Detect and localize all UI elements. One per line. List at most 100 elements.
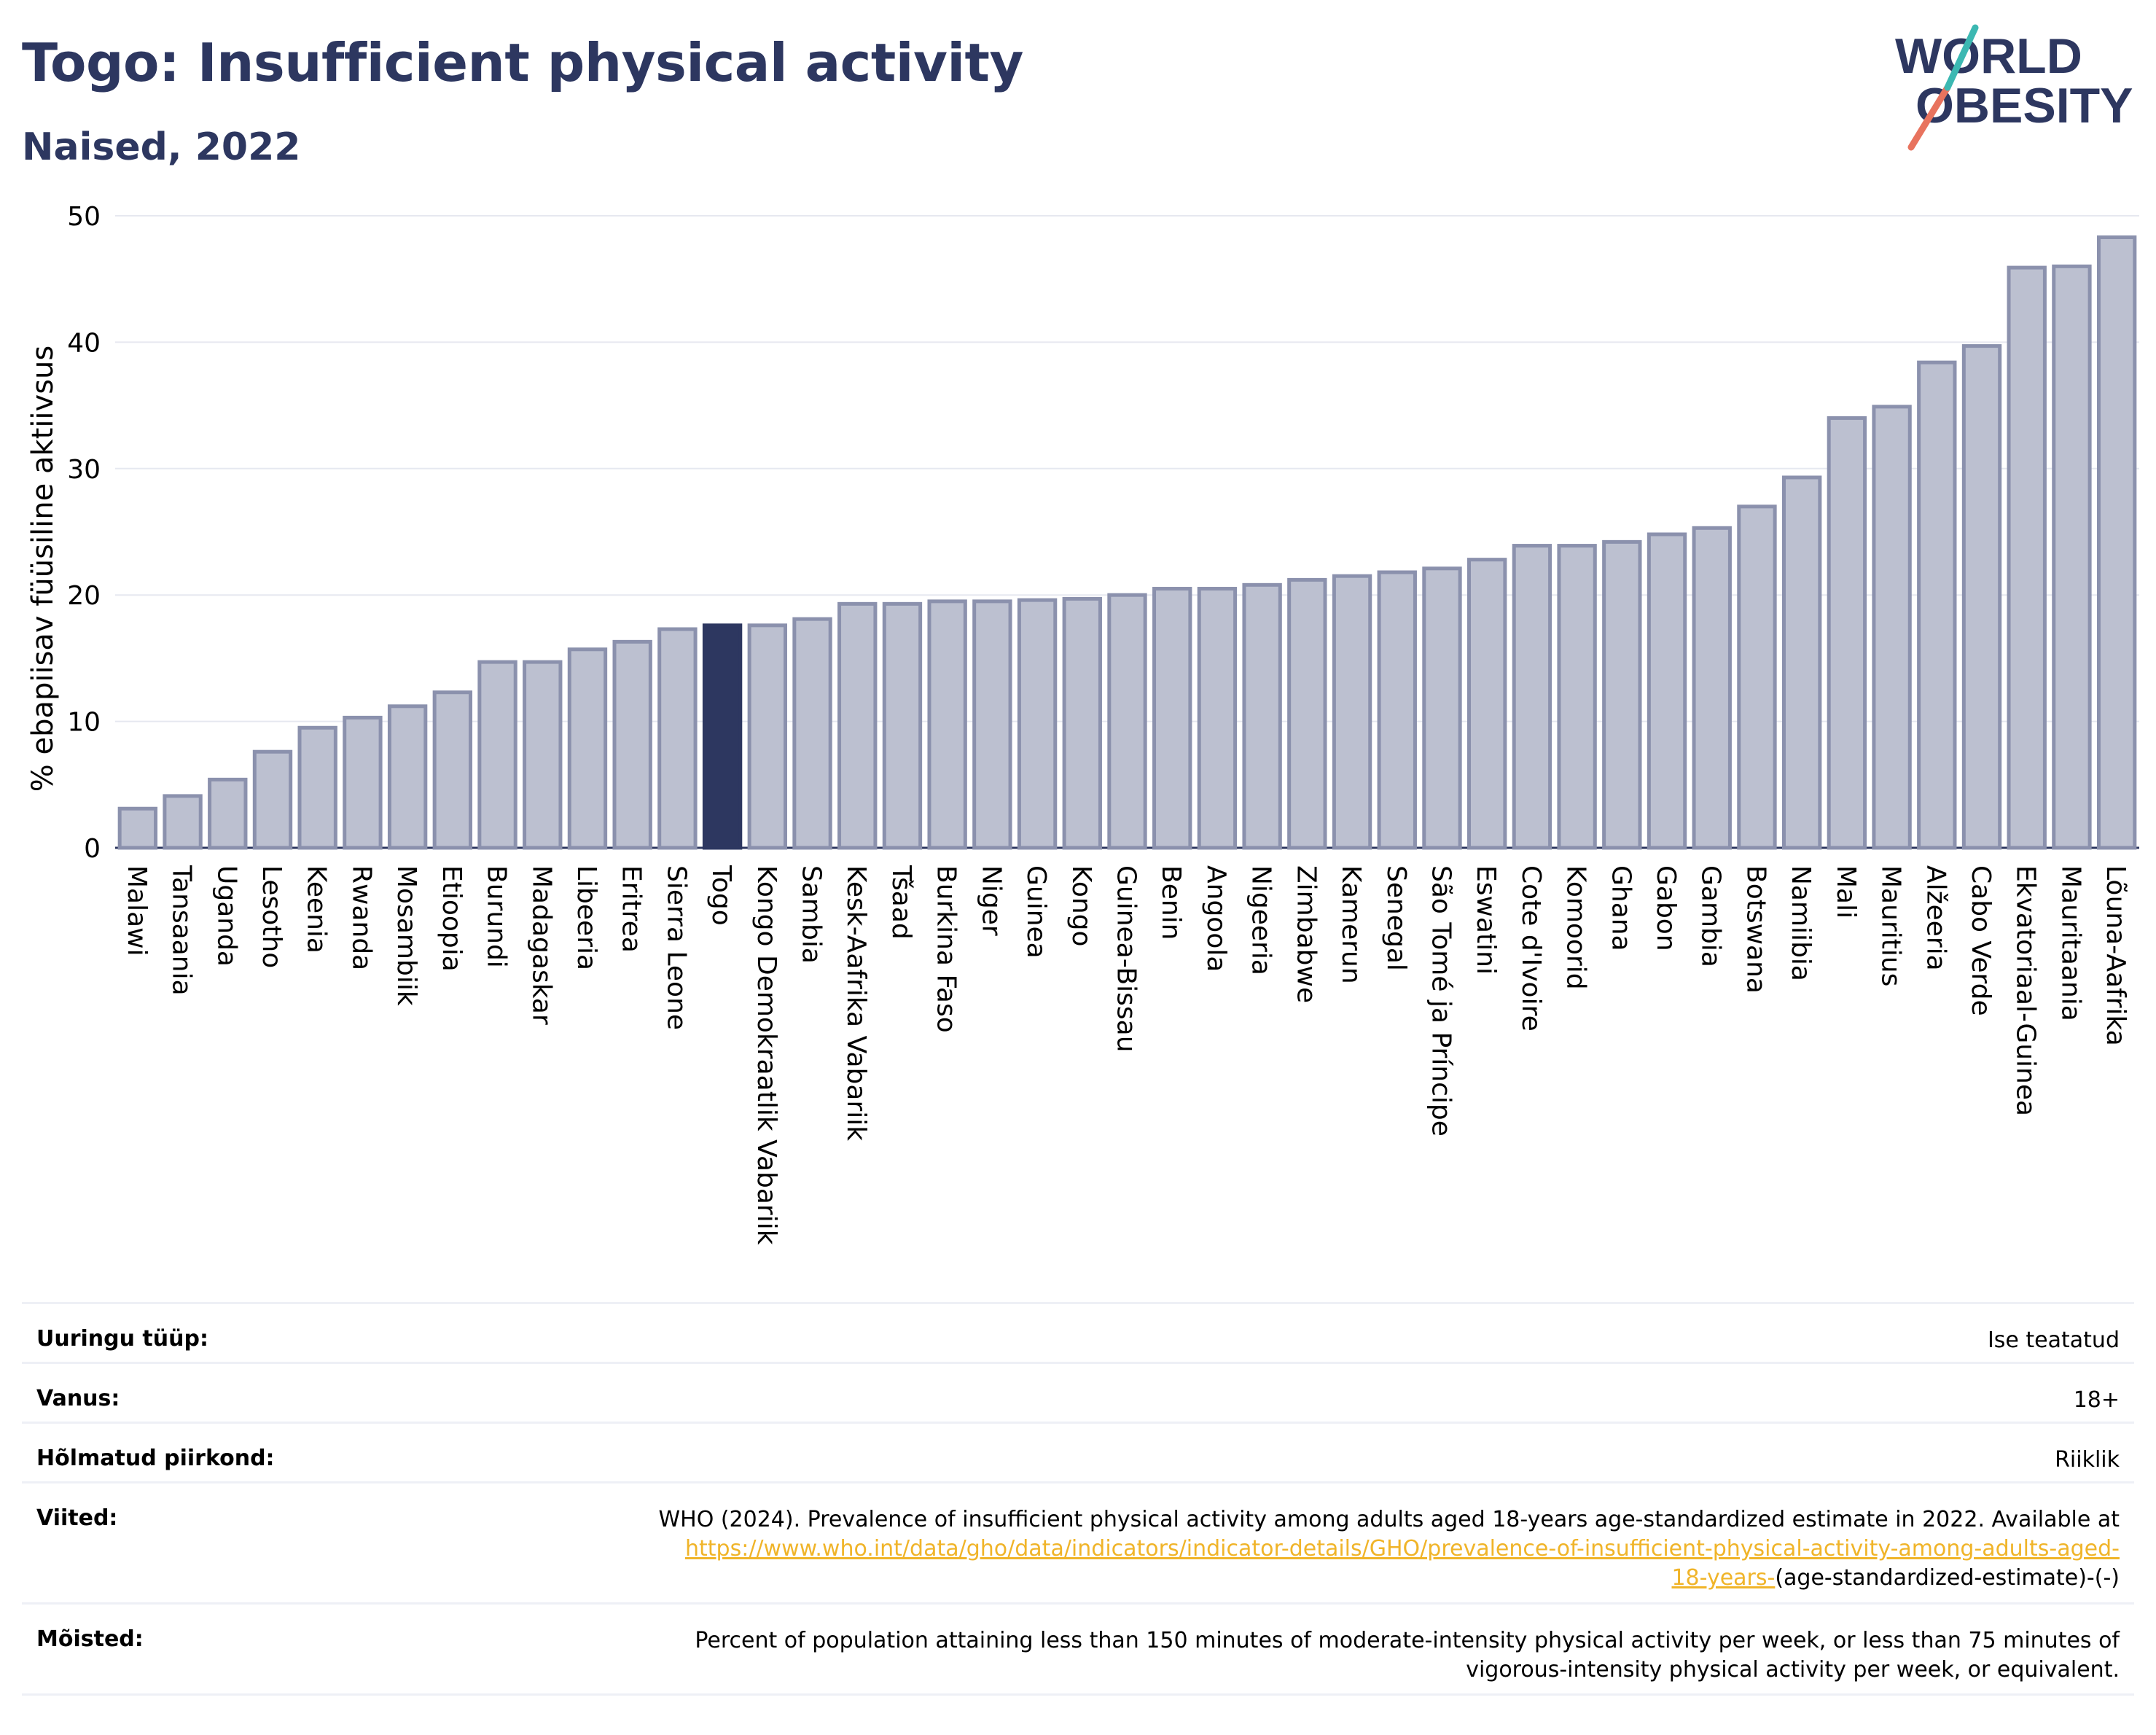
x-tick-label: Guinea: [1021, 865, 1051, 959]
x-tick-label: Eritrea: [617, 865, 647, 953]
x-tick-label: Uganda: [211, 865, 241, 967]
bar-nigeeria: [1242, 582, 1282, 850]
bar-rwanda: [343, 715, 383, 850]
bar-mauritius: [1872, 405, 1912, 850]
x-tick-label: Nigeeria: [1246, 865, 1276, 975]
bar-l-una-aafrika: [2096, 235, 2137, 850]
x-tick-label: Zimbabwe: [1291, 865, 1321, 1003]
bar-uganda: [208, 777, 248, 850]
meta-value: Ise teatatud: [1987, 1327, 2120, 1353]
definition-line-2: vigorous-intensity physical activity per…: [1466, 1657, 2120, 1683]
y-tick-label: 0: [84, 834, 101, 864]
bar-eswatini: [1467, 558, 1507, 850]
meta-key: Uuringu tüüp:: [36, 1326, 208, 1352]
meta-value: Riiklik: [2055, 1447, 2120, 1473]
bar-mali: [1827, 416, 1867, 850]
bar-angoola: [1197, 587, 1238, 850]
bar-kongo: [1062, 596, 1102, 850]
x-tick-label: Keenia: [302, 865, 332, 954]
x-tick-label: Kongo Demokraatlik Vabariik: [751, 865, 781, 1245]
reference-link[interactable]: https://www.who.int/data/gho/data/indica…: [685, 1536, 2120, 1562]
bar-malawi: [117, 806, 158, 850]
meta-row-survey-type: Uuringu tüüp: Ise teatatud: [22, 1302, 2134, 1362]
bar-madagaskar: [523, 660, 563, 850]
meta-row-definitions: Mõisted: Percent of population attaining…: [22, 1602, 2134, 1696]
x-tick-label: Mali: [1831, 865, 1861, 919]
x-tick-label: Alžeeria: [1921, 865, 1950, 971]
reference-link-continued[interactable]: 18-years-: [1671, 1565, 1776, 1591]
x-tick-label: Tansaania: [167, 865, 197, 996]
meta-value: Percent of population attaining less tha…: [695, 1626, 2120, 1685]
bar-burkina-faso: [927, 599, 967, 850]
bar-ghana: [1602, 539, 1642, 850]
x-tick-label: Ghana: [1606, 865, 1636, 951]
x-tick-label: São Tomé ja Príncipe: [1426, 865, 1456, 1136]
x-tick-label: Kongo: [1066, 865, 1096, 947]
bar-mauritaania: [2052, 264, 2092, 850]
bar-cabo-verde: [1961, 344, 2002, 850]
x-tick-label: Etioopia: [437, 865, 466, 972]
bar-ekvatoriaal-guinea: [2007, 265, 2047, 850]
definition-line-1: Percent of population attaining less tha…: [695, 1628, 2120, 1653]
x-tick-label: Sierra Leone: [661, 865, 691, 1030]
x-tick-label: Senegal: [1381, 865, 1411, 971]
bar-togo: [702, 623, 743, 850]
svg-text:OBESITY: OBESITY: [1915, 78, 2133, 133]
bar-tansaania: [163, 794, 203, 850]
x-tick-label: Sambia: [797, 865, 827, 964]
bar-sierra-leone: [657, 627, 698, 850]
x-tick-label: Mauritius: [1876, 865, 1906, 986]
world-obesity-logo: WORLD OBESITY: [1895, 24, 2133, 151]
meta-key: Hõlmatud piirkond:: [36, 1446, 275, 1471]
reference-text: WHO (2024). Prevalence of insufficient p…: [658, 1507, 2120, 1532]
y-tick-label: 50: [67, 202, 101, 232]
bar-keenia: [297, 725, 337, 850]
bar-kamerun: [1332, 574, 1372, 850]
page-title: Togo: Insufficient physical activity: [22, 32, 1023, 93]
bar-t-aad: [882, 601, 923, 850]
y-tick-label: 20: [67, 581, 101, 611]
bar-komoorid: [1557, 544, 1597, 850]
bar-kesk-aafrika-vabariik: [837, 601, 878, 850]
x-tick-label: Lesotho: [257, 865, 286, 968]
bar-libeeria: [567, 647, 608, 850]
x-tick-label: Gabon: [1651, 865, 1681, 951]
x-tick-label: Botswana: [1741, 865, 1770, 994]
meta-row-references: Viited: WHO (2024). Prevalence of insuff…: [22, 1481, 2134, 1602]
bar-burundi: [477, 660, 517, 850]
bar-guinea: [1017, 598, 1058, 850]
y-tick-label: 40: [67, 328, 101, 358]
bar-etioopia: [432, 690, 473, 850]
x-tick-label: Ekvatoriaal-Guinea: [2011, 865, 2041, 1116]
meta-value: WHO (2024). Prevalence of insufficient p…: [658, 1505, 2120, 1593]
bar-eritrea: [612, 639, 652, 850]
x-tick-label: Libeeria: [571, 865, 601, 970]
bar-benin: [1152, 587, 1192, 850]
x-tick-label: Namiibia: [1786, 865, 1816, 981]
x-tick-label: Tšaad: [886, 865, 916, 940]
x-tick-label: Burundi: [482, 865, 512, 968]
x-tick-label: Cabo Verde: [1966, 865, 1996, 1016]
meta-key: Vanus:: [36, 1386, 120, 1411]
bar-sambia: [792, 617, 832, 850]
y-tick-label: 30: [67, 455, 101, 485]
bar-senegal: [1377, 570, 1417, 850]
metadata-table: Uuringu tüüp: Ise teatatud Vanus: 18+ Hõ…: [22, 1302, 2134, 1696]
meta-key: Mõisted:: [36, 1626, 144, 1652]
x-tick-label: Komoorid: [1561, 865, 1591, 990]
bar-botswana: [1737, 504, 1777, 850]
x-tick-label: Gambia: [1696, 865, 1726, 967]
bar-cote-d-ivoire: [1512, 544, 1552, 850]
bar-chart: 0 10 20 30 40 50 Malawi Tansaania Uganda Lesotho…: [26, 202, 2139, 1245]
y-tick-label: 10: [67, 708, 101, 738]
page-subtitle: Naised, 2022: [22, 125, 301, 169]
bar-zimbabwe: [1287, 577, 1327, 850]
bar-gabon: [1647, 532, 1687, 850]
x-tick-label: Kamerun: [1336, 865, 1366, 984]
bar-niger: [972, 599, 1012, 850]
meta-row-coverage: Hõlmatud piirkond: Riiklik: [22, 1422, 2134, 1481]
y-axis-label: % ebapiisav füüsiline aktiivsus: [26, 346, 60, 792]
x-tick-label: Cote d'Ivoire: [1516, 865, 1546, 1032]
x-tick-label: Madagaskar: [526, 865, 556, 1025]
bar-s-o-tom-ja-pr-ncipe: [1422, 566, 1462, 850]
